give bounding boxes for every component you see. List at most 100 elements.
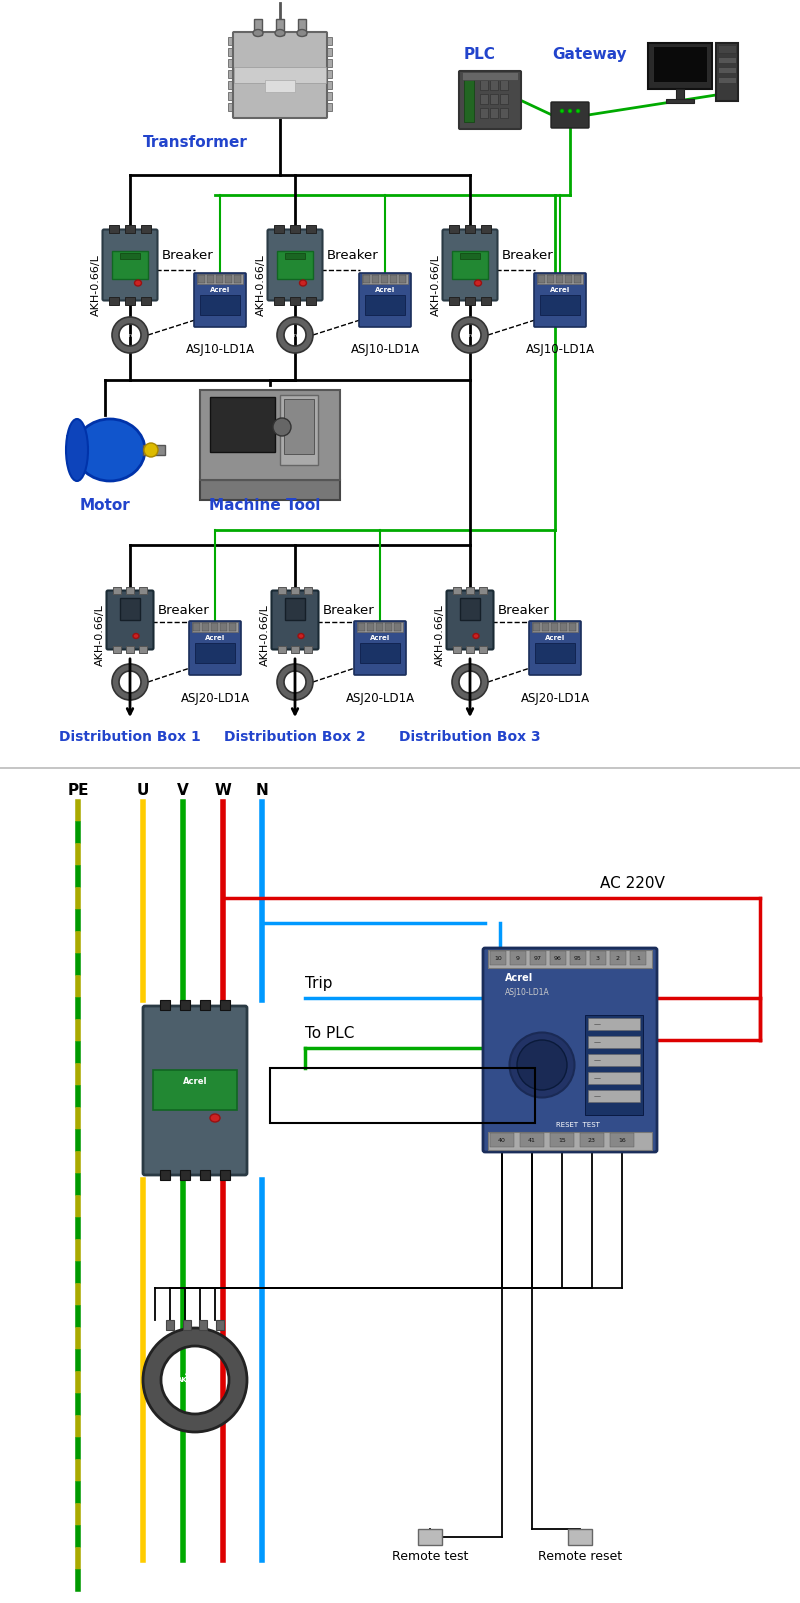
Bar [306,224,316,232]
Bar [479,646,487,652]
Bar [610,951,626,965]
Bar [229,624,236,632]
Ellipse shape [576,109,580,112]
Bar [200,479,340,500]
Text: Distribution Box 1: Distribution Box 1 [59,729,201,744]
Bar [588,1018,640,1031]
Text: 41: 41 [528,1138,536,1143]
Bar [538,276,545,284]
Text: 95: 95 [574,955,582,960]
Bar [532,622,578,632]
Bar [141,224,151,232]
Bar [228,48,234,56]
Bar [588,1036,640,1048]
Bar [610,1133,634,1148]
Bar [453,587,461,595]
Bar [109,297,119,305]
Bar [228,82,234,90]
Text: Acrel: Acrel [205,635,225,641]
Bar [394,624,401,632]
Bar [211,624,218,632]
Bar [298,19,306,35]
Bar [530,951,546,965]
Bar [630,951,646,965]
Bar [718,77,736,83]
Bar [490,80,498,90]
Bar [284,399,314,454]
Bar [143,446,165,455]
Text: AKH-0.66/L: AKH-0.66/L [260,604,270,665]
FancyBboxPatch shape [534,273,586,327]
FancyBboxPatch shape [551,103,589,128]
Bar [112,252,148,279]
Bar [200,390,340,479]
Text: 40: 40 [498,1138,506,1143]
Ellipse shape [298,633,304,638]
Text: Remote reset: Remote reset [538,1550,622,1563]
Bar [125,224,135,232]
Ellipse shape [133,633,139,638]
Bar [585,1015,643,1116]
Text: AC 220V: AC 220V [600,875,665,891]
Bar [326,91,332,99]
Text: —: — [594,1093,601,1100]
Bar [234,276,241,284]
Bar [479,587,487,595]
FancyBboxPatch shape [271,590,318,649]
Text: To PLC: To PLC [305,1026,354,1040]
Bar [449,224,459,232]
Text: Acrel: Acrel [210,287,230,293]
Bar [291,587,299,595]
Bar [547,276,554,284]
Bar [125,297,135,305]
Bar [580,1133,604,1148]
Bar [290,224,300,232]
Text: AKH-0.66/L: AKH-0.66/L [91,253,101,316]
Bar [326,37,332,45]
Text: PE: PE [67,782,89,798]
Bar [180,1000,190,1010]
Text: ASJ10-LD1A: ASJ10-LD1A [350,343,419,356]
Ellipse shape [275,29,285,37]
Bar [568,1529,592,1545]
Text: Acrel: Acrel [289,680,301,684]
Bar [376,624,383,632]
Bar [718,67,736,74]
FancyBboxPatch shape [143,1007,247,1175]
Bar [207,276,214,284]
Bar [533,624,540,632]
Bar [390,276,397,284]
Text: Acrel: Acrel [375,287,395,293]
Text: Acrel: Acrel [124,680,136,684]
Text: 10: 10 [494,955,502,960]
Ellipse shape [75,418,145,481]
Bar [570,951,586,965]
Bar [228,103,234,111]
FancyBboxPatch shape [102,229,158,300]
Bar [466,646,474,652]
Ellipse shape [134,281,142,285]
Bar [326,48,332,56]
FancyBboxPatch shape [446,590,494,649]
Text: Acrel: Acrel [464,680,476,684]
Text: Distribution Box 2: Distribution Box 2 [224,729,366,744]
Bar [358,624,365,632]
Text: Breaker: Breaker [502,248,554,261]
Bar [285,253,305,260]
Bar [228,37,234,45]
Bar [365,295,405,316]
Bar [195,643,235,664]
Bar [360,643,400,664]
Text: Gateway: Gateway [553,46,627,63]
Ellipse shape [517,1040,567,1090]
Text: ASJ20-LD1A: ASJ20-LD1A [346,692,414,705]
Bar [234,67,326,83]
Bar [560,624,567,632]
Bar [460,253,480,260]
Bar [120,253,140,260]
Text: AKH-0.66/L: AKH-0.66/L [256,253,266,316]
Text: 96: 96 [554,955,562,960]
FancyBboxPatch shape [442,229,498,300]
Text: Trip: Trip [305,976,333,991]
Bar [141,297,151,305]
